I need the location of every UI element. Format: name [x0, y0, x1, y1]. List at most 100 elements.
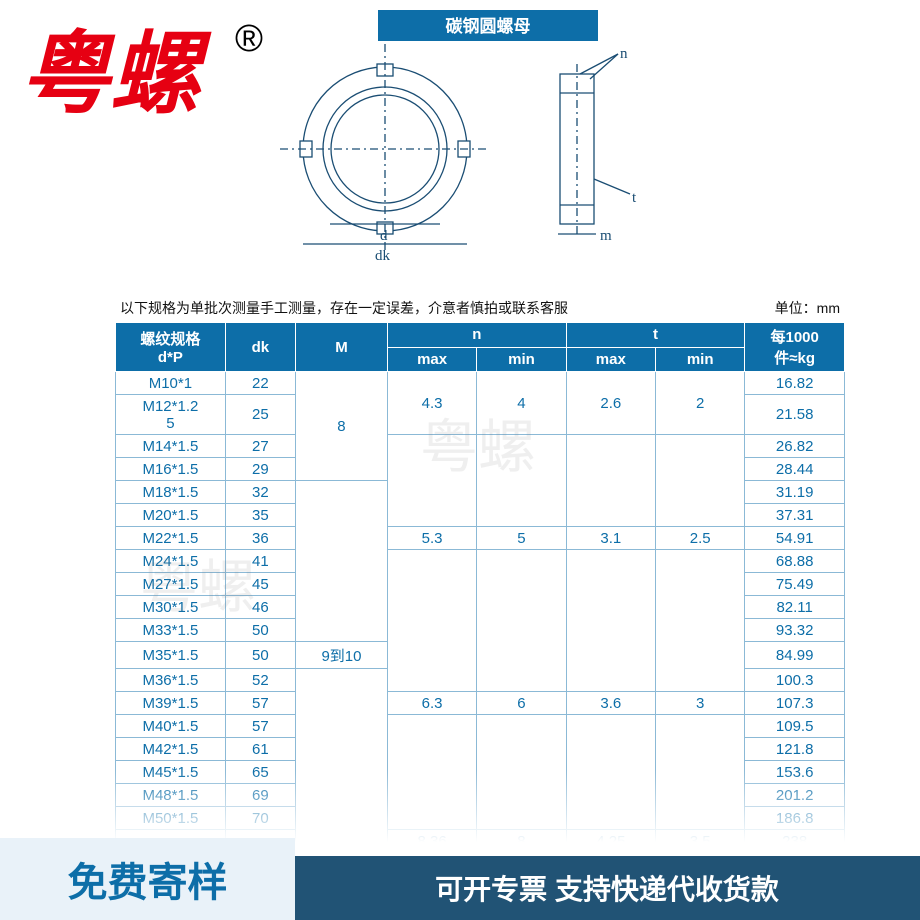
col-dk: dk	[225, 323, 295, 372]
cell-n-max	[387, 435, 476, 527]
cell-weight: 16.82	[745, 372, 845, 395]
cell-t-max: 2.6	[566, 372, 655, 435]
table-row: M24*1.54168.88	[116, 550, 845, 573]
cell-dk: 50	[225, 619, 295, 642]
cell-weight: 201.2	[745, 784, 845, 807]
cell-weight: 68.88	[745, 550, 845, 573]
cell-n-min	[477, 550, 566, 692]
cell-weight: 37.31	[745, 504, 845, 527]
cell-weight: 82.11	[745, 596, 845, 619]
cell-dk: 52	[225, 669, 295, 692]
cell-n-min: 5	[477, 527, 566, 550]
measurement-note: 以下规格为单批次测量手工测量，存在一定误差，介意者慎拍或联系客服	[120, 298, 568, 318]
cell-dk: 27	[225, 435, 295, 458]
table-row: M39*1.5576.363.63107.3	[116, 692, 845, 715]
cell-dk: 35	[225, 504, 295, 527]
cell-spec: M48*1.5	[116, 784, 226, 807]
cell-spec: M40*1.5	[116, 715, 226, 738]
table-row: M10*12284.342.6216.82	[116, 372, 845, 395]
cell-n-min: 6	[477, 692, 566, 715]
cell-weight: 31.19	[745, 481, 845, 504]
cell-t-max: 3.6	[566, 692, 655, 715]
cell-spec: M22*1.5	[116, 527, 226, 550]
cell-t-max: 4.25	[566, 830, 655, 853]
cell-dk: 70	[225, 807, 295, 830]
diagram-label-t: t	[632, 190, 637, 206]
cell-dk: 22	[225, 372, 295, 395]
cell-t-max: 3.1	[566, 527, 655, 550]
cell-spec: M18*1.5	[116, 481, 226, 504]
cell-weight: 28.44	[745, 458, 845, 481]
cell-n-max: 4.3	[387, 372, 476, 435]
cell-spec: M27*1.5	[116, 573, 226, 596]
cell-dk: 25	[225, 395, 295, 435]
cell-n-min: 8	[477, 830, 566, 853]
cell-n-min	[477, 435, 566, 527]
cell-t-min: 3	[656, 692, 745, 715]
diagram-label-n: n	[620, 46, 628, 62]
cell-spec: M35*1.5	[116, 642, 226, 669]
cell-t-max	[566, 435, 655, 527]
table-row: M14*1.527 26.82	[116, 435, 845, 458]
cell-weight: 26.82	[745, 435, 845, 458]
cell-n-min: 4	[477, 372, 566, 435]
col-n-max: max	[387, 347, 476, 372]
cell-dk: 45	[225, 573, 295, 596]
diagram-label-dk: dk	[375, 248, 391, 264]
cell-t-max	[566, 715, 655, 830]
cell-t-min	[656, 715, 745, 830]
technical-diagram: n t m d dk	[280, 44, 680, 274]
cell-dk: 50	[225, 642, 295, 669]
cell-spec: M10*1	[116, 372, 226, 395]
diagram-label-d: d	[380, 228, 388, 244]
cell-n-max: 8.36	[387, 830, 476, 853]
cell-dk: 57	[225, 692, 295, 715]
cell-M: 8	[296, 372, 388, 481]
cell-dk: 29	[225, 458, 295, 481]
table-row: M40*1.557 109.5	[116, 715, 845, 738]
cell-t-max	[566, 550, 655, 692]
spec-table: 螺纹规格 d*P dk M n t 每1000 件≈kg max min max…	[115, 322, 845, 853]
table-row: M22*1.5365.353.12.554.91	[116, 527, 845, 550]
col-M: M	[296, 323, 388, 372]
cell-dk: 57	[225, 715, 295, 738]
col-t: t	[566, 323, 745, 348]
cell-spec: M24*1.5	[116, 550, 226, 573]
cell-weight: 109.5	[745, 715, 845, 738]
footer-free-sample: 免费寄样	[0, 838, 295, 920]
col-n: n	[387, 323, 566, 348]
cell-M: 9到10	[296, 642, 388, 669]
cell-n-max	[387, 550, 476, 692]
cell-weight: 93.32	[745, 619, 845, 642]
table-body: M10*12284.342.6216.82M12*1.252521.58M14*…	[116, 372, 845, 853]
cell-n-max	[387, 715, 476, 830]
col-n-min: min	[477, 347, 566, 372]
product-title: 碳钢圆螺母	[378, 10, 598, 41]
cell-spec: M50*1.5	[116, 807, 226, 830]
cell-spec: M45*1.5	[116, 761, 226, 784]
cell-dk: 69	[225, 784, 295, 807]
registered-mark: ®	[235, 18, 263, 61]
cell-weight: 100.3	[745, 669, 845, 692]
cell-dk: 46	[225, 596, 295, 619]
cell-dk: 36	[225, 527, 295, 550]
cell-n-max: 5.3	[387, 527, 476, 550]
cell-spec: M14*1.5	[116, 435, 226, 458]
cell-weight: 186.8	[745, 807, 845, 830]
cell-spec: M39*1.5	[116, 692, 226, 715]
col-t-max: max	[566, 347, 655, 372]
cell-M	[296, 481, 388, 642]
diagram-label-m: m	[600, 228, 612, 244]
unit-label: 单位：mm	[775, 298, 840, 318]
table-header: 螺纹规格 d*P dk M n t 每1000 件≈kg max min max…	[116, 323, 845, 372]
cell-t-min	[656, 550, 745, 692]
cell-dk: 65	[225, 761, 295, 784]
cell-spec: M20*1.5	[116, 504, 226, 527]
cell-weight: 75.49	[745, 573, 845, 596]
col-t-min: min	[656, 347, 745, 372]
cell-dk: 61	[225, 738, 295, 761]
cell-spec: M33*1.5	[116, 619, 226, 642]
cell-weight: 84.99	[745, 642, 845, 669]
cell-dk: 32	[225, 481, 295, 504]
cell-n-max: 6.3	[387, 692, 476, 715]
